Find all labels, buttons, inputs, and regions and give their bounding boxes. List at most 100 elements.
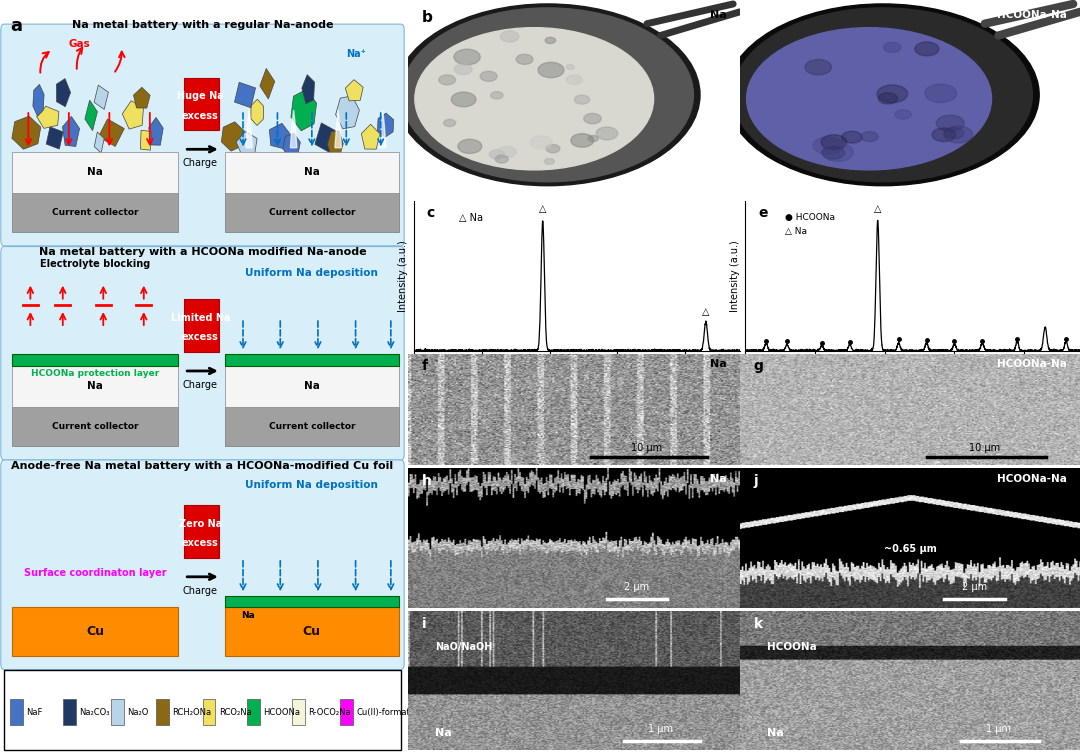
Text: Limited Na: Limited Na <box>171 313 230 323</box>
Circle shape <box>932 128 956 142</box>
Text: 2 μm: 2 μm <box>624 582 649 592</box>
Polygon shape <box>98 119 124 146</box>
Circle shape <box>496 155 509 163</box>
Circle shape <box>733 8 1032 182</box>
Polygon shape <box>335 110 341 148</box>
Text: △: △ <box>539 204 546 214</box>
Polygon shape <box>251 100 264 125</box>
Text: NaF: NaF <box>26 708 43 717</box>
Text: R-OCO₂Na: R-OCO₂Na <box>308 708 350 717</box>
Text: d: d <box>754 10 765 25</box>
Text: excess: excess <box>183 538 219 548</box>
Circle shape <box>497 146 516 158</box>
Bar <box>4 670 401 750</box>
Circle shape <box>596 127 618 140</box>
Polygon shape <box>362 124 380 149</box>
FancyBboxPatch shape <box>1 24 404 246</box>
Polygon shape <box>37 106 59 128</box>
Circle shape <box>402 8 693 182</box>
Text: Na₂O: Na₂O <box>127 708 149 717</box>
Polygon shape <box>85 100 97 130</box>
Text: Surface coordinaton layer: Surface coordinaton layer <box>24 568 166 578</box>
Circle shape <box>877 85 907 103</box>
Text: 1 μm: 1 μm <box>648 724 673 734</box>
Text: Na: Na <box>241 611 255 620</box>
Polygon shape <box>327 131 343 157</box>
Bar <box>340 699 353 725</box>
Text: Charge: Charge <box>183 380 218 390</box>
Text: k: k <box>754 617 762 631</box>
Y-axis label: Intensity (a.u.): Intensity (a.u.) <box>730 240 740 312</box>
Circle shape <box>395 4 700 185</box>
Text: excess: excess <box>183 111 219 121</box>
Text: j: j <box>754 474 758 488</box>
Polygon shape <box>94 132 104 153</box>
Circle shape <box>805 60 832 75</box>
Bar <box>225 354 399 366</box>
Circle shape <box>489 150 504 159</box>
Bar <box>12 366 178 407</box>
Text: 10 μm: 10 μm <box>969 443 1000 452</box>
Text: 2 μm: 2 μm <box>962 582 987 592</box>
Polygon shape <box>346 80 363 101</box>
Text: f: f <box>421 359 428 373</box>
Polygon shape <box>56 78 70 107</box>
Circle shape <box>726 4 1039 185</box>
Circle shape <box>821 135 847 149</box>
Polygon shape <box>237 131 257 155</box>
Text: HCOONa-Na: HCOONa-Na <box>997 359 1066 369</box>
Circle shape <box>545 37 556 44</box>
Circle shape <box>936 115 964 131</box>
Text: HCOONa: HCOONa <box>264 708 300 717</box>
Polygon shape <box>260 69 274 99</box>
Text: 10 μm: 10 μm <box>632 443 662 452</box>
Circle shape <box>566 75 582 84</box>
Text: RCO₂Na: RCO₂Na <box>218 708 252 717</box>
Polygon shape <box>134 87 150 108</box>
Circle shape <box>944 126 973 143</box>
Circle shape <box>822 146 845 159</box>
Text: excess: excess <box>183 333 219 342</box>
Circle shape <box>813 137 843 155</box>
Text: Uniform Na deposition: Uniform Na deposition <box>245 480 378 489</box>
Text: Charge: Charge <box>183 158 218 168</box>
Text: Na: Na <box>435 728 451 738</box>
Text: a: a <box>10 17 22 35</box>
Circle shape <box>458 139 482 154</box>
Text: HCOONa: HCOONa <box>767 642 816 652</box>
Circle shape <box>546 145 559 153</box>
Polygon shape <box>315 123 337 153</box>
Circle shape <box>566 65 575 69</box>
Text: HCOONa-Na: HCOONa-Na <box>997 10 1066 20</box>
Text: Na: Na <box>710 10 727 20</box>
Circle shape <box>584 113 602 124</box>
Text: Na: Na <box>87 167 103 177</box>
Polygon shape <box>149 118 163 146</box>
Text: Cu: Cu <box>302 625 321 638</box>
Circle shape <box>841 131 862 143</box>
Circle shape <box>915 42 939 56</box>
Polygon shape <box>336 96 360 129</box>
Text: RCH₂ONa: RCH₂ONa <box>172 708 212 717</box>
Polygon shape <box>234 82 256 108</box>
Bar <box>12 607 178 656</box>
Text: △ Na: △ Na <box>459 213 484 223</box>
Bar <box>111 699 124 725</box>
Text: Current collector: Current collector <box>52 422 138 431</box>
Circle shape <box>571 133 594 147</box>
Text: △: △ <box>874 204 881 214</box>
Bar <box>203 699 216 725</box>
Bar <box>225 407 399 446</box>
Circle shape <box>895 109 912 119</box>
Polygon shape <box>46 127 63 149</box>
Circle shape <box>538 63 564 78</box>
FancyBboxPatch shape <box>1 247 404 460</box>
Text: Cu: Cu <box>86 625 104 638</box>
Y-axis label: Intensity (a.u.): Intensity (a.u.) <box>399 240 408 312</box>
Text: i: i <box>421 617 427 631</box>
Circle shape <box>822 143 853 161</box>
Text: Anode-free Na metal battery with a HCOONa-modified Cu foil: Anode-free Na metal battery with a HCOON… <box>12 461 393 471</box>
Bar <box>225 193 399 232</box>
Text: g: g <box>754 359 764 373</box>
Polygon shape <box>301 75 314 104</box>
